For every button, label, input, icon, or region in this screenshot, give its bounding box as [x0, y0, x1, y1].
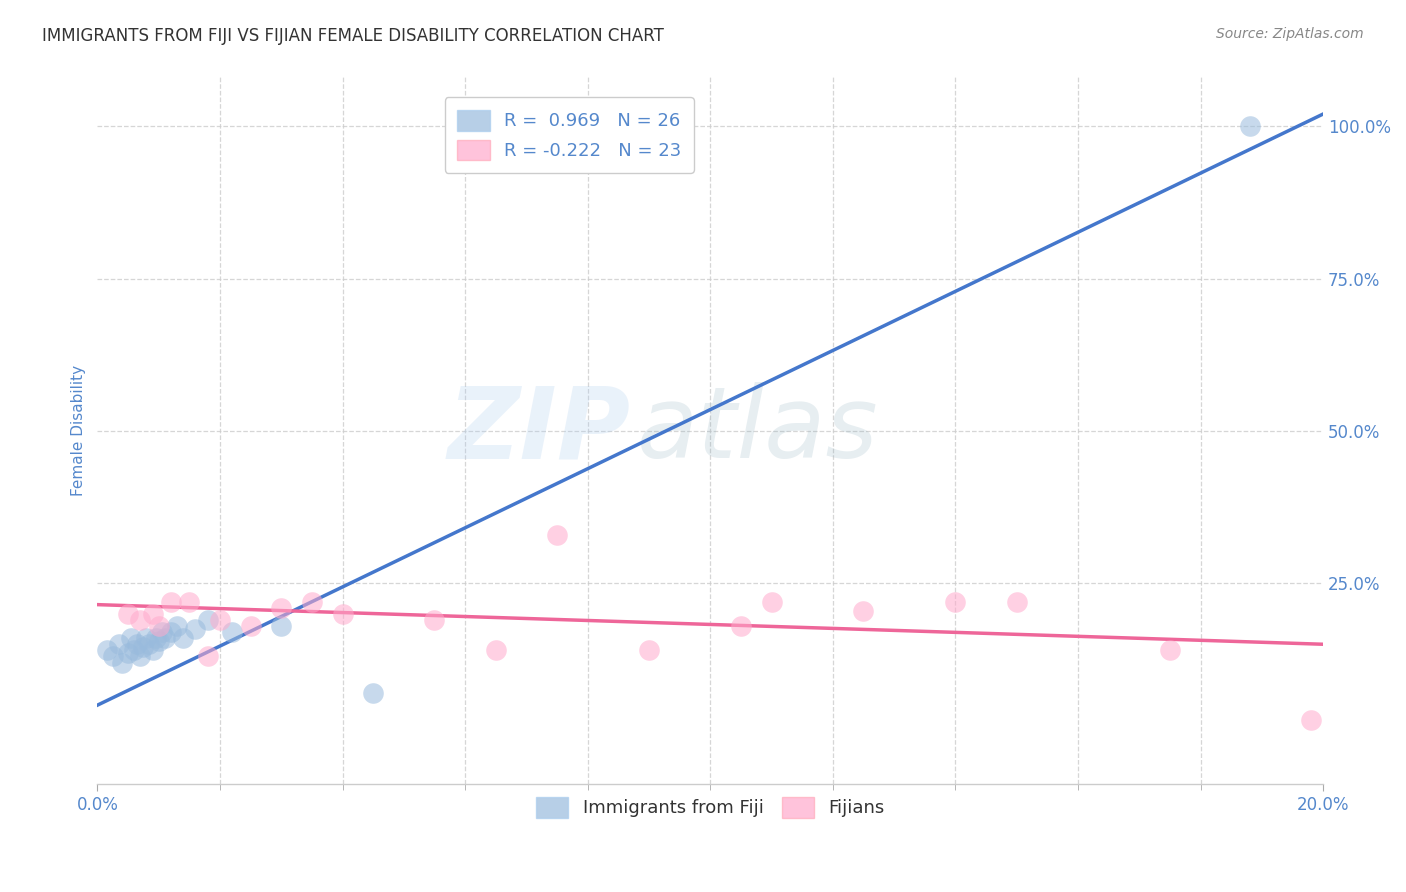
Point: [135, 631, 157, 645]
Point: [1005, 594, 1028, 608]
Point: [120, 631, 142, 645]
Text: Source: ZipAtlas.com: Source: ZipAtlas.com: [1216, 27, 1364, 41]
Point: [361, 686, 384, 700]
Point: [166, 619, 188, 633]
Point: [1239, 119, 1261, 133]
Point: [129, 649, 152, 664]
Point: [761, 594, 783, 608]
Point: [117, 607, 139, 621]
Point: [127, 637, 149, 651]
Y-axis label: Female Disability: Female Disability: [72, 366, 86, 497]
Point: [138, 637, 160, 651]
Point: [301, 594, 323, 608]
Point: [332, 607, 354, 621]
Point: [96, 643, 118, 657]
Point: [117, 647, 139, 661]
Point: [129, 613, 152, 627]
Point: [197, 613, 219, 627]
Point: [145, 631, 167, 645]
Point: [197, 649, 219, 664]
Point: [852, 604, 875, 618]
Text: ZIP: ZIP: [447, 383, 630, 479]
Point: [270, 619, 292, 633]
Point: [101, 649, 124, 664]
Text: atlas: atlas: [637, 383, 879, 479]
Point: [122, 643, 145, 657]
Point: [546, 527, 568, 541]
Point: [945, 594, 967, 608]
Point: [270, 600, 292, 615]
Point: [160, 625, 183, 640]
Point: [148, 634, 170, 648]
Point: [141, 643, 163, 657]
Point: [208, 613, 231, 627]
Point: [141, 607, 163, 621]
Point: [150, 625, 173, 640]
Point: [730, 619, 752, 633]
Point: [1159, 643, 1181, 657]
Point: [153, 631, 176, 645]
Point: [111, 656, 134, 670]
Point: [184, 622, 207, 636]
Text: IMMIGRANTS FROM FIJI VS FIJIAN FEMALE DISABILITY CORRELATION CHART: IMMIGRANTS FROM FIJI VS FIJIAN FEMALE DI…: [42, 27, 664, 45]
Point: [107, 637, 129, 651]
Point: [179, 594, 201, 608]
Point: [221, 625, 243, 640]
Point: [160, 594, 183, 608]
Point: [132, 640, 155, 655]
Point: [638, 643, 661, 657]
Point: [485, 643, 508, 657]
Point: [239, 619, 262, 633]
Point: [423, 613, 446, 627]
Legend: Immigrants from Fiji, Fijians: Immigrants from Fiji, Fijians: [529, 789, 891, 825]
Point: [172, 631, 194, 645]
Point: [148, 619, 170, 633]
Point: [1299, 714, 1322, 728]
